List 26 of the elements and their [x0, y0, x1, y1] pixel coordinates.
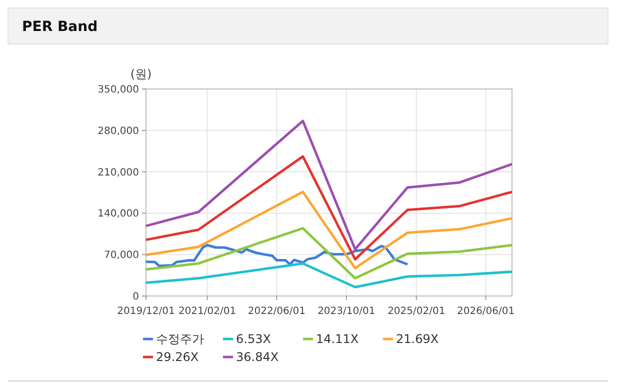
line-series [144, 244, 409, 268]
y-tick-label: 210,000 [98, 167, 139, 178]
y-axis-title: (원) [130, 67, 152, 81]
x-tick-label: 2021/02/01 [178, 306, 236, 317]
x-tick-label: 2023/10/01 [318, 306, 376, 317]
legend-label: 수정주가 [156, 332, 204, 346]
legend-label: 29.26X [156, 350, 199, 364]
line-series [144, 120, 514, 251]
legend-label: 14.11X [316, 332, 359, 346]
y-tick-label: 0 [132, 292, 139, 302]
x-tick-label: 2019/12/01 [117, 306, 175, 317]
legend-label: 36.84X [236, 350, 279, 364]
line-series [144, 155, 514, 261]
x-tick-label: 2025/02/01 [388, 306, 446, 317]
y-tick-label: 350,000 [98, 84, 139, 96]
chart-title: PER Band [22, 19, 98, 35]
legend-label: 6.53X [236, 332, 271, 346]
line-series [144, 227, 514, 280]
line-series [144, 262, 514, 288]
line-series [144, 190, 514, 270]
y-tick-label: 280,000 [98, 126, 139, 137]
y-tick-label: 140,000 [98, 208, 139, 220]
legend-label: 21.69X [396, 332, 439, 346]
x-tick-label: 2026/06/01 [456, 306, 515, 317]
y-tick-label: 70,000 [104, 250, 139, 262]
x-tick-label: 2022/06/01 [248, 306, 306, 317]
